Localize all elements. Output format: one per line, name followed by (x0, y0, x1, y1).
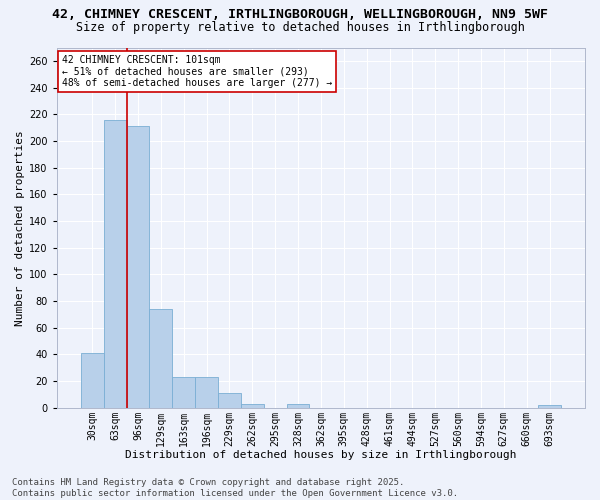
Text: Size of property relative to detached houses in Irthlingborough: Size of property relative to detached ho… (76, 22, 524, 35)
Text: 42 CHIMNEY CRESCENT: 101sqm
← 51% of detached houses are smaller (293)
48% of se: 42 CHIMNEY CRESCENT: 101sqm ← 51% of det… (62, 54, 332, 88)
X-axis label: Distribution of detached houses by size in Irthlingborough: Distribution of detached houses by size … (125, 450, 517, 460)
Bar (195, 377, 218, 408)
Bar (81, 353, 104, 408)
Bar (172, 377, 195, 408)
Bar (287, 404, 310, 408)
Bar (218, 393, 241, 408)
Bar (241, 404, 264, 408)
Text: Contains HM Land Registry data © Crown copyright and database right 2025.
Contai: Contains HM Land Registry data © Crown c… (12, 478, 458, 498)
Bar (538, 405, 561, 408)
Text: 42, CHIMNEY CRESCENT, IRTHLINGBOROUGH, WELLINGBOROUGH, NN9 5WF: 42, CHIMNEY CRESCENT, IRTHLINGBOROUGH, W… (52, 8, 548, 20)
Y-axis label: Number of detached properties: Number of detached properties (15, 130, 25, 326)
Bar (149, 309, 172, 408)
Bar (127, 126, 149, 408)
Bar (104, 120, 127, 408)
